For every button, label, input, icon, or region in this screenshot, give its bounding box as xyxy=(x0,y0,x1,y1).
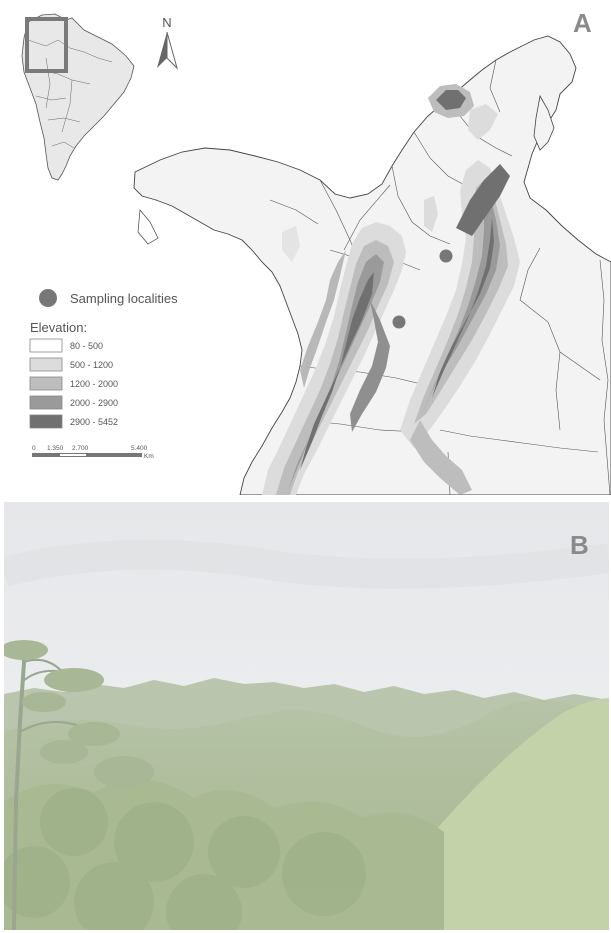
north-label: N xyxy=(162,15,171,30)
sampling-locality-marker xyxy=(392,315,406,329)
grassy-slope xyxy=(424,698,609,930)
elevation-class-label: 500 - 1200 xyxy=(70,360,113,370)
sampling-legend-symbol xyxy=(39,289,57,307)
scale-tick-label: 0 xyxy=(32,445,36,452)
north-arrow-icon: N xyxy=(157,15,178,70)
inset-south-america-map xyxy=(21,13,135,181)
elevation-swatch xyxy=(29,338,63,353)
elevation-class-label: 2000 - 2900 xyxy=(70,398,118,408)
elevation-swatch xyxy=(29,395,63,410)
elevation-swatch xyxy=(29,376,63,391)
map-panel: N xyxy=(21,8,611,496)
scale-tick-label: 1.350 xyxy=(47,445,64,452)
elevation-legend-classes: 80 - 500 500 - 1200 1200 - 2000 2000 - 2900… xyxy=(29,338,118,429)
scale-bar: 0 1.350 2.700 5.400 Km xyxy=(32,445,154,460)
panel-label-a: A xyxy=(573,8,592,38)
sampling-locality-marker xyxy=(439,249,453,263)
elevation-swatch xyxy=(29,357,63,372)
landscape-photo: B xyxy=(4,502,609,930)
tree-canopy-clusters xyxy=(4,788,366,930)
foreground-tree xyxy=(4,640,154,930)
landscape-photo-svg xyxy=(4,502,609,930)
map-svg: N xyxy=(21,13,611,496)
elevation-class-label: 1200 - 2000 xyxy=(70,379,118,389)
elevation-swatch xyxy=(29,414,63,429)
elevation-northern-highlands xyxy=(282,84,498,262)
elevation-eastern-cordillera xyxy=(400,160,520,495)
elevation-class-label: 2900 - 5452 xyxy=(70,417,118,427)
scale-tick-label: 2.700 xyxy=(72,445,89,452)
sampling-legend-label: Sampling localities xyxy=(70,291,178,306)
elevation-class-label: 80 - 500 xyxy=(70,341,103,351)
panel-label-b: B xyxy=(570,530,589,560)
scale-tick-label: 5.400 xyxy=(131,445,148,452)
map-legend: Sampling localities Elevation: 80 - 500 5… xyxy=(29,289,178,429)
inset-study-area-box xyxy=(25,17,68,73)
elevation-legend-title: Elevation: xyxy=(30,320,87,335)
scale-unit-label: Km xyxy=(144,453,154,460)
elevation-western-cordillera xyxy=(262,222,406,495)
